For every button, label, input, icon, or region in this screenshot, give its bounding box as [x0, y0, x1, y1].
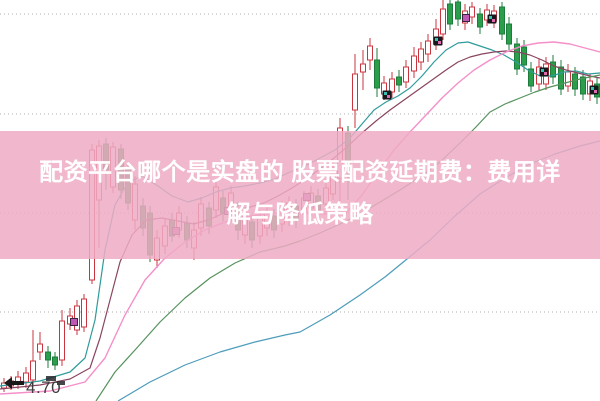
headline-banner: 配资平台哪个是实盘的 股票配资延期费：费用详 解与降低策略	[0, 131, 600, 259]
candle-body	[81, 298, 87, 328]
trade-marker-icon	[589, 85, 599, 95]
candle-body	[469, 6, 475, 18]
candle-body	[440, 8, 446, 35]
chart-annotation-mark	[46, 376, 56, 381]
candle-body	[565, 71, 571, 87]
trade-marker-icon	[487, 14, 497, 24]
trade-marker-icon	[539, 67, 549, 77]
candle-body	[455, 1, 461, 20]
candle-body	[521, 46, 527, 66]
candle-body	[374, 59, 380, 89]
candle-body	[52, 356, 58, 366]
flag-marker-icon	[70, 318, 78, 326]
candle-body	[37, 343, 43, 353]
candle-body	[550, 61, 556, 78]
flag-marker-icon	[462, 14, 470, 22]
candle-body	[23, 372, 29, 383]
candle-body	[499, 6, 505, 35]
candle-body	[477, 13, 483, 28]
candle-body	[59, 320, 65, 361]
candle-body	[418, 48, 424, 63]
candle-body	[506, 23, 512, 45]
candle-body	[411, 55, 417, 72]
trade-marker-icon	[433, 36, 443, 46]
headline-line-1: 配资平台哪个是实盘的 股票配资延期费：费用详	[39, 159, 561, 186]
trade-marker-icon	[382, 90, 392, 100]
headline-line-2: 解与降低策略	[226, 201, 374, 228]
candle-body	[367, 45, 373, 61]
candle-body	[396, 76, 402, 86]
candle-body	[45, 351, 51, 361]
candle-body	[558, 66, 564, 90]
candle-body	[352, 73, 358, 111]
candle-body	[514, 43, 520, 70]
price-axis-label: 4.70	[26, 378, 62, 397]
candle-body	[580, 76, 586, 95]
cursor-arrow-icon	[4, 377, 24, 389]
candle-body	[30, 360, 36, 381]
candle-body	[389, 78, 395, 93]
candle-body	[403, 66, 409, 83]
candle-body	[425, 40, 431, 55]
candle-body	[447, 3, 453, 25]
candle-body	[572, 73, 578, 90]
candle-body	[528, 68, 534, 87]
candle-body	[360, 63, 366, 73]
chart-annotation-mark	[57, 381, 65, 385]
